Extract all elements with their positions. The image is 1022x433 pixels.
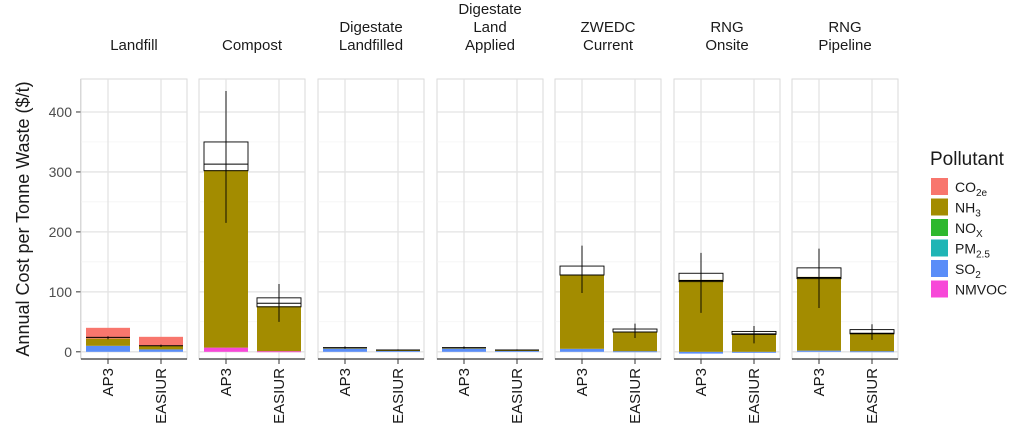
- bar-segment-so2: [732, 351, 776, 353]
- legend-label: CO2e: [955, 179, 988, 199]
- facet-title: RNG: [710, 19, 743, 36]
- bar-segment-nh3: [86, 338, 130, 346]
- facet-title: Land: [473, 19, 506, 36]
- bar-segment-so2: [613, 351, 657, 353]
- facet-panel: Compost AP3 EASIUR: [198, 37, 306, 424]
- legend-swatch: [931, 178, 948, 195]
- x-tick-label: EASIUR: [390, 368, 407, 424]
- legend-title: Pollutant: [930, 149, 1005, 170]
- bar-segment-so2: [442, 348, 486, 352]
- panel-background: [80, 78, 188, 360]
- facet-title: RNG: [828, 19, 861, 36]
- x-tick-label: AP3: [574, 368, 591, 396]
- bar-segment-co2e: [86, 327, 130, 339]
- bar-segment-so2: [495, 350, 539, 352]
- legend-label: NMVOC: [955, 282, 1007, 298]
- facet-title: Pipeline: [818, 37, 871, 54]
- x-tick-label: AP3: [337, 368, 354, 396]
- x-tick-label: EASIUR: [864, 368, 881, 424]
- bar-segment-so2: [86, 345, 130, 352]
- bar-segment-nh3: [850, 333, 894, 352]
- legend-swatch: [931, 219, 948, 236]
- y-axis-title: Annual Cost per Tonne Waste ($/t): [13, 81, 33, 356]
- facet-title: Digestate: [339, 19, 402, 36]
- bar-segment-so2: [323, 348, 367, 352]
- bar-segment-co2e: [139, 336, 183, 346]
- bar-segment-so2: [139, 349, 183, 352]
- facet-title: Landfill: [110, 37, 158, 54]
- facet-title: ZWEDC: [581, 19, 636, 36]
- y-tick-label: 0: [64, 344, 72, 360]
- x-tick-label: EASIUR: [271, 368, 288, 424]
- facet-panel: Landfill AP3 EASIUR: [80, 37, 188, 424]
- facet-title: Applied: [465, 37, 515, 54]
- x-tick-label: EASIUR: [746, 368, 763, 424]
- facet-title: Onsite: [705, 37, 748, 54]
- x-tick-label: EASIUR: [509, 368, 526, 424]
- bar-segment-nmvoc: [257, 351, 301, 353]
- y-tick-label: 400: [49, 104, 73, 120]
- bar-segment-so2: [850, 351, 894, 353]
- x-tick-label: EASIUR: [627, 368, 644, 424]
- bar-segment-nh3: [613, 332, 657, 352]
- facet-title: Compost: [222, 37, 283, 54]
- legend-label: NH3: [955, 200, 981, 220]
- legend-swatch: [931, 280, 948, 298]
- panel-background: [317, 78, 425, 360]
- y-tick-label: 100: [49, 284, 73, 300]
- bar-segment-so2: [560, 348, 604, 352]
- bar-segment-so2: [797, 350, 841, 352]
- legend-label: NOX: [955, 220, 983, 240]
- facet-title: Current: [583, 37, 634, 54]
- x-tick-label: AP3: [100, 368, 117, 396]
- panel-background: [436, 78, 544, 360]
- bar-segment-nh3: [139, 345, 183, 350]
- x-tick-label: AP3: [811, 368, 828, 396]
- x-tick-label: AP3: [218, 368, 235, 396]
- facet-title: Landfilled: [339, 37, 403, 54]
- legend-swatch: [931, 239, 948, 257]
- bar-segment-so2: [376, 350, 420, 352]
- x-tick-label: AP3: [456, 368, 473, 396]
- x-tick-label: EASIUR: [153, 368, 170, 424]
- legend-swatch: [931, 198, 948, 216]
- y-tick-label: 300: [49, 164, 73, 180]
- bar-segment-so2: [679, 351, 723, 354]
- legend-label: PM2.5: [955, 241, 990, 261]
- bar-segment-nmvoc: [204, 347, 248, 352]
- x-tick-label: AP3: [693, 368, 710, 396]
- y-tick-label: 200: [49, 224, 73, 240]
- facet-title: Digestate: [458, 1, 521, 18]
- legend-swatch: [931, 260, 948, 277]
- legend-label: SO2: [955, 261, 981, 281]
